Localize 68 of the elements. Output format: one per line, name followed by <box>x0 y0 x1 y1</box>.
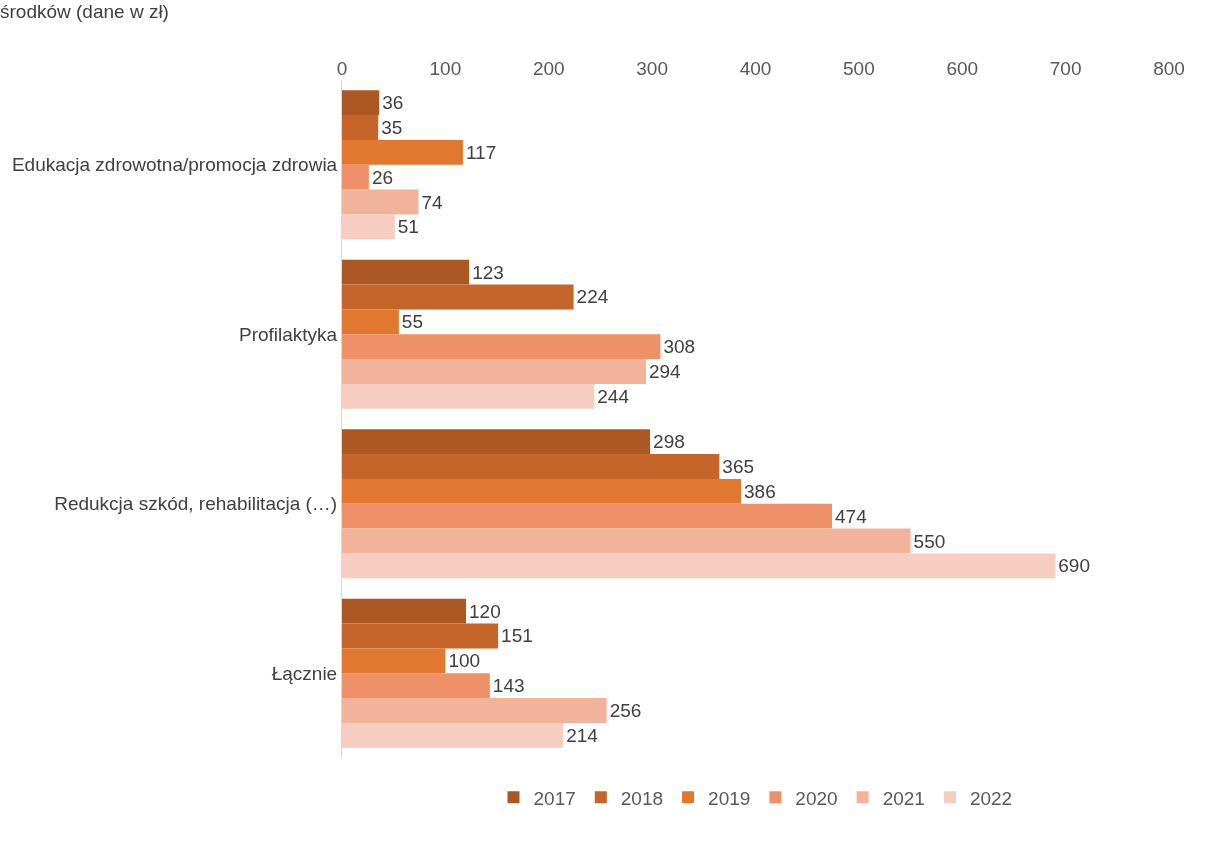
bar <box>342 623 499 649</box>
bar <box>342 334 661 360</box>
x-tick-label: 700 <box>1049 58 1082 80</box>
bar <box>342 698 607 723</box>
data-label: 36 <box>382 92 404 114</box>
data-label: 123 <box>472 261 504 283</box>
legend-label: 2022 <box>969 787 1013 809</box>
x-tick-label: 400 <box>739 58 772 80</box>
data-label: 35 <box>381 116 403 138</box>
data-label: 100 <box>448 650 481 672</box>
text: środków (dane w zł) <box>0 0 169 22</box>
bar <box>342 189 419 215</box>
data-label: 365 <box>722 455 755 477</box>
data-label: 244 <box>597 385 630 407</box>
data-label: 55 <box>401 311 423 333</box>
bar <box>342 90 380 116</box>
data-label: 474 <box>835 505 868 527</box>
y-tick-label: Profilaktyka <box>239 323 338 345</box>
bar <box>342 309 399 335</box>
data-label: 224 <box>576 286 609 308</box>
legend-label: 2020 <box>795 787 838 809</box>
data-label: 51 <box>397 216 419 238</box>
data-label: 214 <box>566 724 599 746</box>
bar <box>342 214 395 240</box>
bar <box>342 359 646 384</box>
x-tick-label: 500 <box>843 58 875 80</box>
legend-label: 2021 <box>882 787 925 809</box>
bar <box>342 503 832 529</box>
x-tick-label: 200 <box>532 58 565 80</box>
data-label: 550 <box>913 530 946 552</box>
data-label: 298 <box>653 431 685 453</box>
data-label: 690 <box>1058 555 1090 577</box>
x-tick-label: 0 <box>336 58 348 80</box>
y-tick-label: Łącznie <box>271 662 338 684</box>
bar <box>342 284 574 310</box>
x-tick-label: 800 <box>1153 58 1185 80</box>
bar <box>342 598 467 624</box>
x-tick-label: 300 <box>636 58 668 80</box>
bar <box>342 454 720 479</box>
bar <box>342 383 595 409</box>
x-tick-label: 100 <box>429 58 462 80</box>
y-tick-label: Edukacja zdrowotna/promocja zdrowia <box>11 154 338 176</box>
bar <box>342 429 651 455</box>
bar <box>342 139 463 165</box>
bar <box>342 553 1056 579</box>
data-label: 308 <box>663 336 696 358</box>
data-label: 117 <box>465 141 497 163</box>
data-label: 74 <box>421 191 444 213</box>
bar <box>342 528 911 554</box>
bar <box>342 164 369 190</box>
data-label: 294 <box>648 361 682 383</box>
data-label: 143 <box>492 675 525 697</box>
data-label: 386 <box>744 480 776 502</box>
x-tick-label: 600 <box>946 58 979 80</box>
bar <box>342 259 470 285</box>
bar <box>342 722 564 748</box>
data-label: 120 <box>469 600 501 622</box>
legend-label: 2017 <box>533 787 576 809</box>
bar <box>342 478 742 504</box>
bar <box>342 673 490 699</box>
legend-label: 2018 <box>620 787 664 809</box>
y-tick-label: Redukcja szkód, rehabilitacja (…) <box>54 493 338 515</box>
data-label: 26 <box>371 166 394 188</box>
bar <box>342 648 446 674</box>
legend-label: 2019 <box>708 787 751 809</box>
bar <box>342 115 379 140</box>
data-label: 151 <box>501 625 533 647</box>
data-label: 256 <box>609 700 642 722</box>
